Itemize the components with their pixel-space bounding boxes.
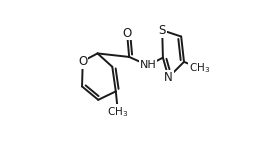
Text: O: O [78,55,87,68]
Text: CH$_3$: CH$_3$ [189,61,210,75]
Text: N: N [164,71,173,84]
Text: O: O [122,27,132,39]
Text: NH: NH [140,60,157,70]
Text: CH$_3$: CH$_3$ [107,105,128,119]
Text: S: S [158,24,166,37]
